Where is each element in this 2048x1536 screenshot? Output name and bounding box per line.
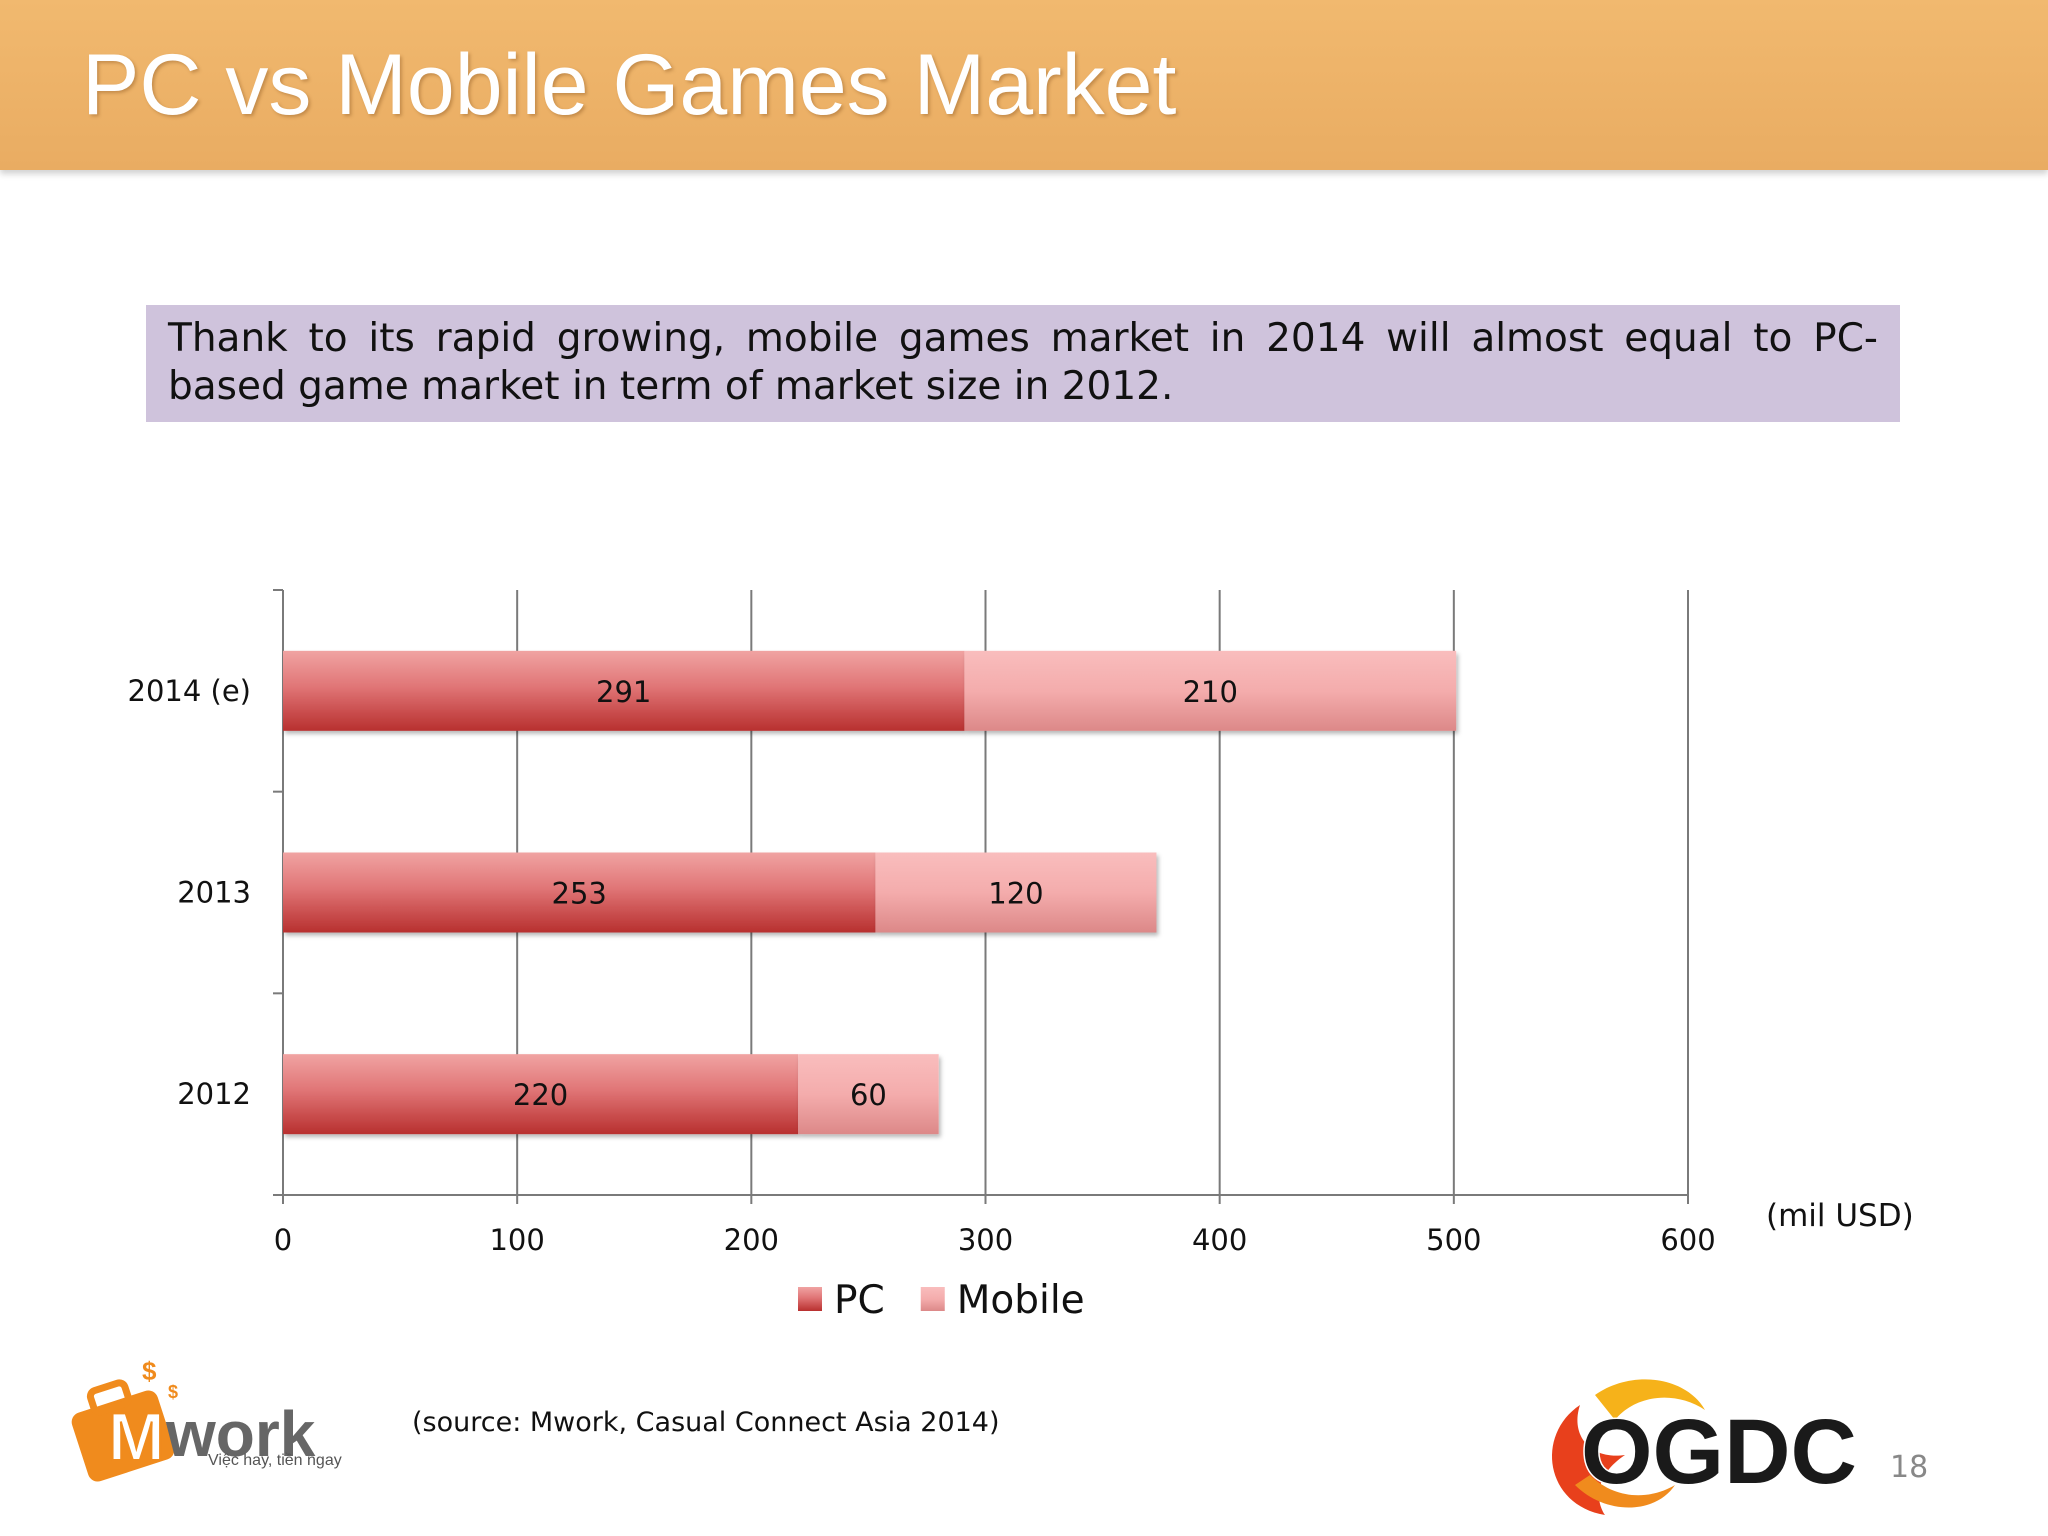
mwork-wordmark-rest: work bbox=[165, 1398, 316, 1470]
x-tick-label-600: 600 bbox=[1660, 1223, 1715, 1257]
x-tick-label-200: 200 bbox=[724, 1223, 779, 1257]
x-tick-label-300: 300 bbox=[958, 1223, 1013, 1257]
labels: 2014 (e) 291 210 2013 253 120 2012 220 60 bbox=[128, 674, 1238, 1112]
briefcase-dollar-icon: $ $ bbox=[71, 1356, 178, 1482]
svg-text:$: $ bbox=[142, 1356, 157, 1386]
bar-mobile-0 bbox=[964, 650, 1457, 731]
mwork-wordmark: M bbox=[108, 1399, 165, 1475]
slide-title: PC vs Mobile Games Market bbox=[82, 37, 1177, 133]
unit-label: (mil USD) bbox=[1766, 1198, 1914, 1234]
x-tick-label-100: 100 bbox=[489, 1223, 544, 1257]
category-label-0: 2014 (e) bbox=[128, 674, 252, 708]
bar-pc-0 bbox=[283, 650, 965, 731]
legend: PC Mobile bbox=[798, 1278, 1085, 1323]
data-label-pc-1: 253 bbox=[552, 877, 607, 911]
callout-box: Thank to its rapid growing, mobile games… bbox=[146, 305, 1900, 422]
ogdc-wordmark: OGDC bbox=[1581, 1401, 1855, 1503]
bar-pc-2 bbox=[283, 1054, 799, 1135]
title-bar: PC vs Mobile Games Market bbox=[0, 0, 2048, 170]
legend-label-pc: PC bbox=[834, 1278, 885, 1323]
mwork-logo: $ $ M work bbox=[71, 1356, 316, 1482]
page-number: 18 bbox=[1890, 1450, 1929, 1485]
legend-swatch-mobile bbox=[920, 1287, 945, 1311]
category-label-2: 2012 bbox=[177, 1077, 251, 1111]
data-label-mobile-1: 120 bbox=[988, 877, 1043, 911]
legend-label-mobile: Mobile bbox=[957, 1278, 1085, 1323]
axes: 0 100 200 300 400 500 600 bbox=[273, 589, 1716, 1257]
x-tick-label-0: 0 bbox=[274, 1223, 292, 1257]
callout-text: Thank to its rapid growing, mobile games… bbox=[168, 316, 1878, 409]
data-label-mobile-0: 210 bbox=[1183, 675, 1238, 709]
data-label-mobile-2: 60 bbox=[850, 1078, 887, 1112]
source-note: (source: Mwork, Casual Connect Asia 2014… bbox=[412, 1407, 1000, 1438]
x-tick-label-400: 400 bbox=[1192, 1223, 1247, 1257]
category-label-1: 2013 bbox=[177, 876, 251, 910]
data-label-pc-2: 220 bbox=[513, 1078, 568, 1112]
bar-mobile-2 bbox=[798, 1054, 939, 1135]
bars bbox=[283, 650, 1457, 1135]
flame-swirl-icon bbox=[1552, 1379, 1705, 1515]
x-tick-label-500: 500 bbox=[1426, 1223, 1481, 1257]
bar-mobile-1 bbox=[875, 852, 1157, 933]
legend-swatch-pc bbox=[798, 1287, 822, 1311]
bar-pc-1 bbox=[283, 852, 876, 933]
svg-text:$: $ bbox=[168, 1382, 178, 1402]
data-label-pc-0: 291 bbox=[596, 675, 651, 709]
mwork-tagline: Việc hay, tiền ngay bbox=[208, 1452, 342, 1469]
ogdc-logo: OGDC bbox=[1552, 1379, 1855, 1515]
